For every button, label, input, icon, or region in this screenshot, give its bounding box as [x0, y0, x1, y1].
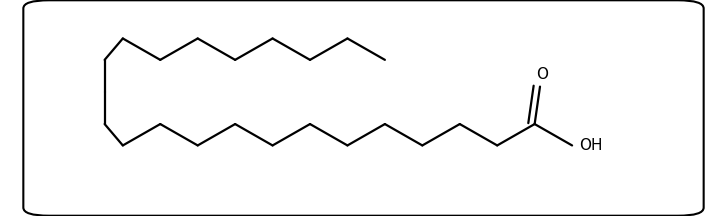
FancyBboxPatch shape [23, 0, 704, 216]
Text: O: O [536, 67, 548, 82]
Text: OH: OH [579, 138, 603, 153]
